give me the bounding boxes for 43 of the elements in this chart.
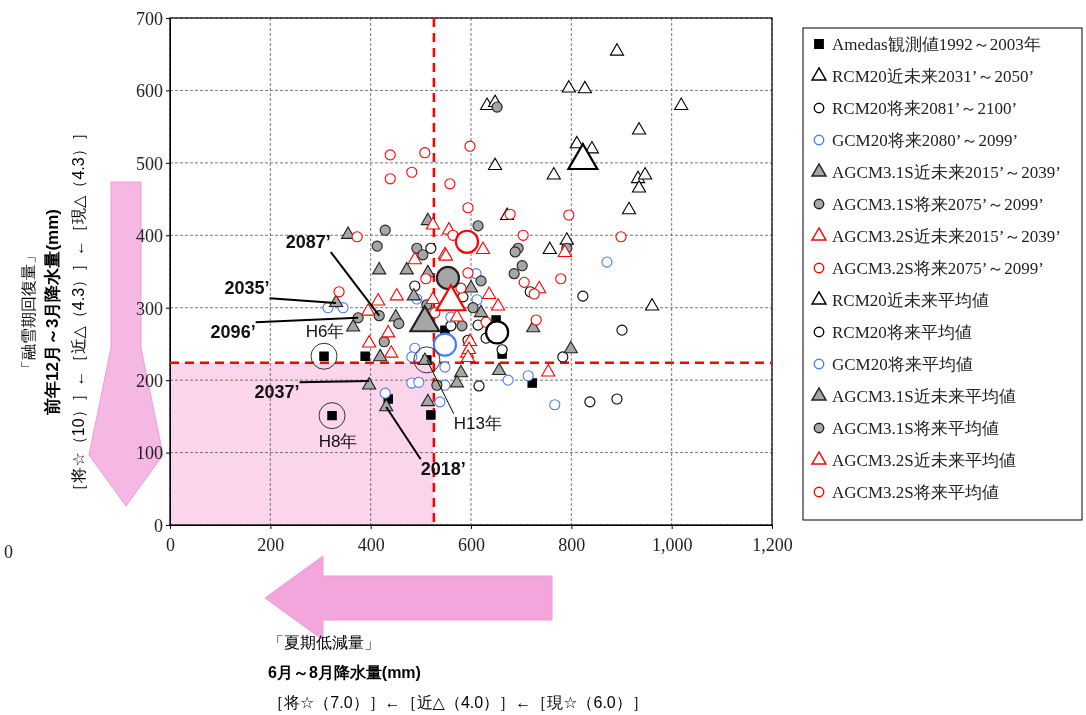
y-axis-title: 前年12月～3月降水量(mm) xyxy=(42,209,62,416)
y-tick-label: 0 xyxy=(154,515,163,536)
legend-label: AGCM3.2S近未来2015’～2039’ xyxy=(832,226,1062,246)
annotation: 2037’ xyxy=(254,382,300,403)
legend-label: GCM20将来平均値 xyxy=(832,354,973,374)
annotation: 2096’ xyxy=(210,322,256,343)
text: ［将☆（10）］←［近△（4.3）］←［現△（4.3）］ xyxy=(69,125,87,499)
x-tick-label: 1,200 xyxy=(752,534,793,555)
legend-label: RCM20近未来平均値 xyxy=(832,290,989,310)
legend-label: AGCM3.1S将来平均値 xyxy=(832,418,999,438)
y-tick-label: 300 xyxy=(136,298,163,319)
legend-label: AGCM3.2S近未来平均値 xyxy=(832,450,1016,470)
annotation: 2035’ xyxy=(224,278,270,299)
legend-label: AGCM3.1S近未来平均値 xyxy=(832,386,1016,406)
legend-label: RCM20将来平均値 xyxy=(832,322,972,342)
annotation: 2018’ xyxy=(420,459,466,480)
y-tick-label: 700 xyxy=(136,8,163,29)
y-tick-label: 600 xyxy=(136,81,163,102)
y-tick-label: 400 xyxy=(136,226,163,247)
legend-label: Amedas観測値1992～2003年 xyxy=(832,34,1041,54)
x-tick-label: 1,000 xyxy=(651,534,693,555)
y-tick-label: 100 xyxy=(136,443,163,464)
legend-label: AGCM3.2S将来2075’～2099’ xyxy=(832,258,1045,278)
annotation: H8年 xyxy=(318,431,358,451)
legend-label: AGCM3.2S将来平均値 xyxy=(832,482,999,502)
annotation: H13年 xyxy=(453,413,502,433)
legend-label: AGCM3.1S将来2075’～2099’ xyxy=(832,194,1045,214)
legend-label: AGCM3.1S近未来2015’～2039’ xyxy=(832,162,1062,182)
legend-label: RCM20将来2081’～2100’ xyxy=(832,98,1018,118)
x-tick-label: 200 xyxy=(257,534,285,555)
text: 「融雪期回復量」 xyxy=(19,248,37,376)
annotation: H6年 xyxy=(305,322,345,342)
annotation: 2087’ xyxy=(285,231,331,252)
text: ［将☆（7.0）］←［近△（4.0）］←［現☆（6.0）］ xyxy=(268,693,648,711)
x-tick-label: 600 xyxy=(458,534,485,555)
y-tick-label: 200 xyxy=(136,370,163,391)
legend-label: RCM20近未来2031’～2050’ xyxy=(832,66,1035,86)
y-tick-label: 500 xyxy=(136,153,163,174)
x-tick-label: 800 xyxy=(558,534,586,555)
text: 「夏期低減量」 xyxy=(268,633,380,651)
text: 6月～8月降水量(mm) xyxy=(268,663,421,681)
x-tick-label: 400 xyxy=(357,534,385,555)
legend-label: GCM20将来2080’～2099’ xyxy=(832,130,1019,150)
